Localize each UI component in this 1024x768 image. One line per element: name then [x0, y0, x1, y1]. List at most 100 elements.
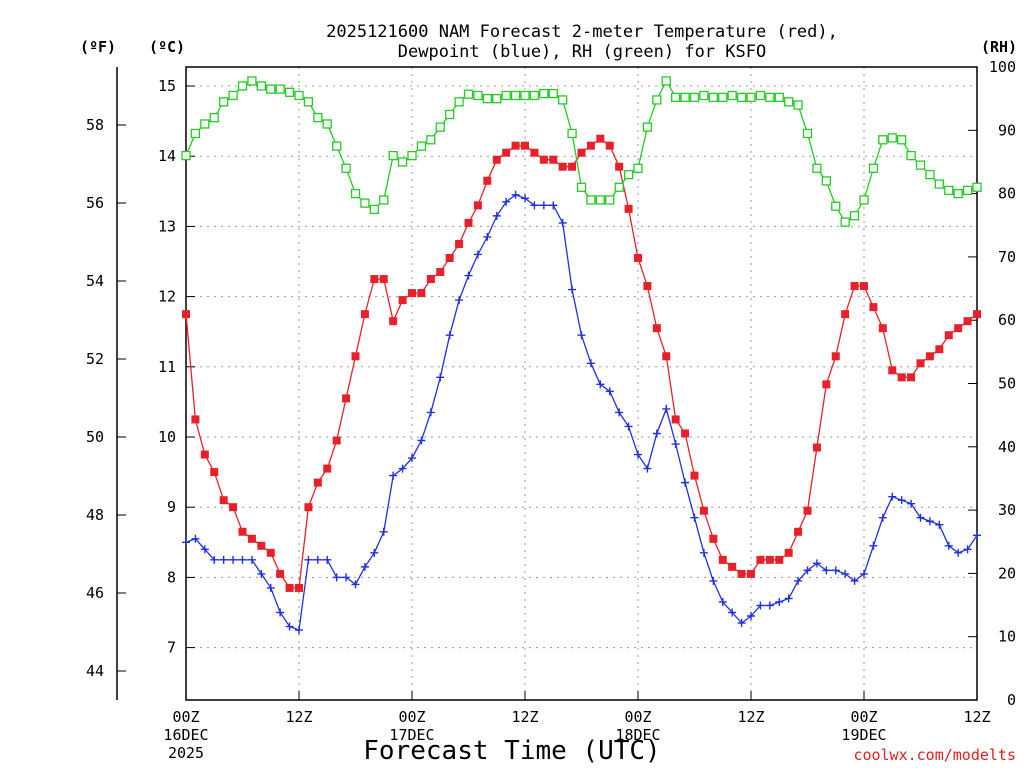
temperature-point: [944, 331, 953, 340]
f-tick-label: 46: [86, 584, 104, 602]
rh-axis-label: (RH): [981, 38, 1017, 56]
temperature-point: [370, 275, 379, 284]
rh-point: [510, 90, 521, 101]
x-tick-label: 12Z: [737, 708, 764, 726]
dewpoint-point: [822, 566, 831, 575]
rh-point: [397, 157, 408, 167]
dewpoint-point: [747, 612, 755, 621]
dewpoint-point: [530, 201, 539, 210]
dewpoint-point: [511, 190, 520, 199]
dewpoint-point: [652, 429, 661, 438]
temperature-point: [539, 155, 548, 164]
rh-point: [529, 90, 540, 101]
temperature-point: [756, 555, 765, 564]
rh-point: [379, 195, 389, 205]
temperature-point: [455, 239, 464, 248]
temperature-point: [342, 394, 351, 403]
dewpoint-point: [897, 496, 906, 505]
rh-point: [341, 163, 351, 173]
temperature-point: [935, 345, 944, 354]
temperature-point: [954, 324, 963, 333]
rh-point: [671, 92, 681, 103]
dewpoint-point: [765, 601, 774, 610]
dewpoint-point: [417, 436, 426, 445]
temperature-point: [803, 506, 812, 515]
temperature-point: [398, 296, 407, 305]
temperature-point: [662, 352, 671, 361]
dewpoint-point: [634, 450, 642, 459]
rh-point: [435, 122, 445, 132]
rh-point: [859, 195, 869, 205]
dewpoint-point: [888, 492, 897, 501]
temperature-point: [530, 148, 539, 157]
dewpoint-point: [295, 626, 303, 635]
f-tick-label: 56: [86, 194, 104, 212]
rh-point: [228, 90, 238, 101]
rh-point: [266, 84, 276, 94]
rh-point: [322, 119, 332, 129]
temperature-point: [191, 415, 200, 424]
temperature-point: [473, 201, 482, 210]
temperature-point: [869, 303, 878, 312]
rh-point: [445, 109, 455, 120]
dewpoint-point: [709, 576, 718, 585]
temperature-point: [276, 569, 285, 578]
c-tick-label: 14: [158, 147, 176, 165]
fahrenheit-axis: 44 46 48 50 52 54 56 58: [86, 116, 126, 680]
rh-point: [962, 185, 973, 196]
dewpoint-point: [963, 545, 972, 554]
c-tick-label: 10: [158, 428, 176, 446]
rh-point: [765, 92, 775, 103]
rh-point: [831, 201, 841, 211]
rh-point: [699, 90, 709, 101]
dewpoint-point: [539, 201, 548, 210]
rh-point: [774, 92, 784, 103]
dewpoint-point: [803, 566, 812, 575]
dewpoint-point: [973, 531, 981, 540]
dewpoint-point: [935, 520, 944, 529]
rh-point: [944, 185, 954, 196]
temperature-point: [295, 583, 303, 592]
dewpoint-point: [182, 538, 190, 547]
rh-point: [416, 141, 427, 151]
rh-point: [237, 81, 248, 91]
rh-point: [200, 119, 210, 129]
c-tick-label: 12: [158, 288, 176, 306]
temperature-point: [511, 141, 520, 150]
c-tick-label: 8: [167, 568, 176, 586]
temperature-point: [247, 534, 256, 543]
dewpoint-point: [662, 404, 671, 413]
temperature-point: [699, 506, 708, 515]
rh-tick-label: 0: [1007, 691, 1016, 709]
x-tick-label: 17DEC: [389, 726, 434, 744]
dewpoint-point: [323, 555, 332, 564]
rh-point: [586, 195, 596, 205]
temperature-point: [586, 141, 595, 150]
c-tick-label: 7: [167, 639, 176, 657]
temperature-point: [445, 253, 454, 262]
rh-point: [256, 81, 266, 91]
temperature-point: [973, 310, 981, 319]
dewpoint-point: [878, 513, 887, 522]
temperature-point: [436, 268, 445, 277]
dewpoint-point: [436, 373, 445, 382]
rh-point: [294, 90, 304, 101]
rh-point: [482, 94, 492, 104]
rh-tick-label: 40: [998, 438, 1016, 456]
temperature-point: [615, 162, 624, 171]
dewpoint-point: [455, 296, 464, 305]
c-tick-label: 9: [167, 498, 176, 516]
rh-point: [878, 135, 888, 145]
rh-point: [190, 128, 201, 139]
dewpoint-point: [756, 601, 765, 610]
dewpoint-point: [841, 569, 850, 578]
plot-border: [185, 66, 978, 701]
temperature-point: [568, 162, 577, 171]
dewpoint-point: [690, 513, 699, 522]
temperature-point: [841, 310, 850, 319]
dewpoint-point: [304, 555, 313, 564]
rh-point: [360, 198, 370, 208]
temperature-point: [323, 464, 332, 473]
temperature-point: [229, 503, 238, 512]
